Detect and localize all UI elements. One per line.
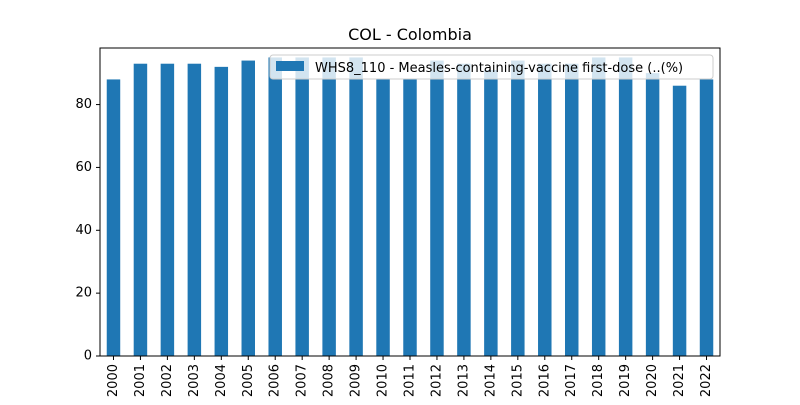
bar-2006 <box>268 57 282 357</box>
x-tick-label: 2017 <box>564 364 579 397</box>
y-tick-label: 20 <box>75 286 92 301</box>
x-tick-label: 2007 <box>295 364 310 397</box>
bar-2008 <box>322 57 336 357</box>
x-tick-label: 2004 <box>214 364 229 397</box>
bar-2007 <box>295 57 309 357</box>
chart-title: COL - Colombia <box>348 25 472 44</box>
bar-2017 <box>565 63 579 357</box>
x-tick-label: 2013 <box>456 364 471 397</box>
bar-2002 <box>160 63 175 357</box>
legend-swatch <box>276 61 304 71</box>
bars-group <box>106 57 714 357</box>
x-tick-label: 2008 <box>322 364 337 397</box>
y-tick-label: 40 <box>75 223 92 238</box>
bar-2011 <box>403 79 417 357</box>
x-tick-label: 2014 <box>483 364 498 397</box>
bar-2012 <box>430 60 444 356</box>
x-tick-label: 2012 <box>429 364 444 397</box>
x-tick-label: 2003 <box>187 364 202 397</box>
x-tick-label: 2010 <box>376 364 391 397</box>
x-tick-label: 2002 <box>160 364 175 397</box>
bar-2001 <box>133 63 148 357</box>
x-tick-label: 2000 <box>106 364 121 397</box>
x-tick-label: 2001 <box>133 364 148 397</box>
x-axis: 2000 2001 2002 2003 2004 2005 2006 2007 2008 2009… <box>106 356 714 397</box>
bar-2016 <box>538 63 552 357</box>
x-tick-label: 2009 <box>349 364 364 397</box>
legend-box <box>269 54 714 80</box>
y-tick-label: 80 <box>75 97 92 112</box>
x-tick-label: 2018 <box>591 364 606 397</box>
bar-2000 <box>106 79 121 357</box>
legend-label: WHS8_110 - Measles-containing-vaccine fi… <box>315 61 683 76</box>
legend: WHS8_110 - Measles-containing-vaccine fi… <box>269 54 714 80</box>
x-tick-label: 2005 <box>241 364 256 397</box>
x-tick-label: 2006 <box>268 364 283 397</box>
bar-2005 <box>241 60 255 356</box>
x-tick-label: 2021 <box>672 364 687 397</box>
x-tick-label: 2015 <box>510 364 525 397</box>
bar-2021 <box>672 85 687 357</box>
bar-2010 <box>376 79 390 357</box>
x-tick-label: 2019 <box>618 364 633 397</box>
bar-2019 <box>618 57 633 357</box>
bar-2018 <box>591 57 606 357</box>
y-tick-label: 0 <box>84 349 92 364</box>
bar-2015 <box>511 60 525 356</box>
bar-2020 <box>645 73 660 356</box>
bar-2013 <box>457 63 471 357</box>
bar-2003 <box>187 63 202 357</box>
x-tick-label: 2016 <box>537 364 552 397</box>
bar-2022 <box>699 79 714 357</box>
bar-2009 <box>349 57 363 357</box>
y-axis: 0 20 40 60 80 <box>75 97 100 364</box>
bar-2004 <box>214 66 229 357</box>
plot-frame <box>99 47 721 357</box>
x-tick-label: 2011 <box>403 364 418 397</box>
bar-2014 <box>484 70 498 356</box>
x-tick-label: 2020 <box>645 364 660 397</box>
y-tick-label: 60 <box>75 160 92 175</box>
x-tick-label: 2022 <box>699 364 714 397</box>
